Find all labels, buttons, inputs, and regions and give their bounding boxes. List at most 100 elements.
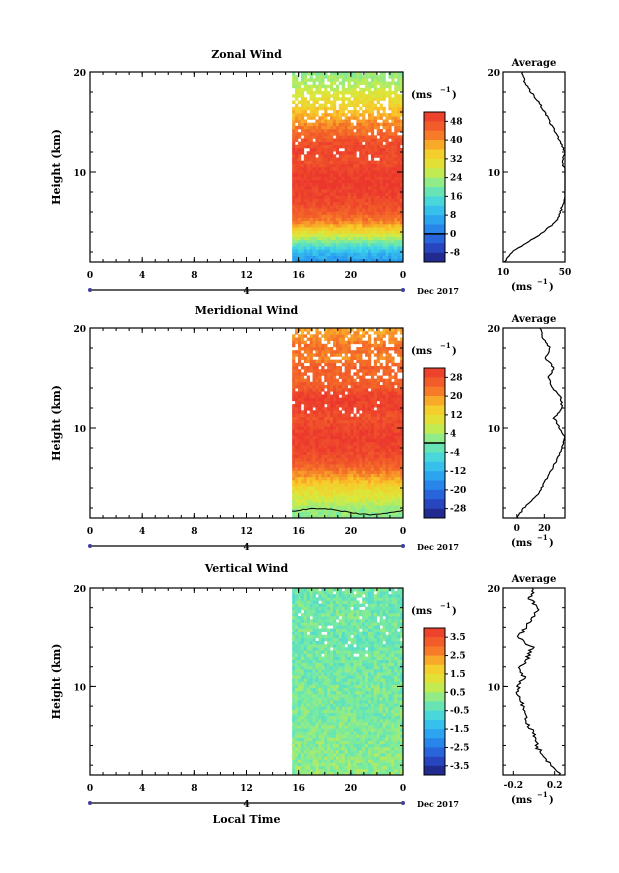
chart-0-cell <box>324 97 328 101</box>
chart-1-cell <box>306 438 310 443</box>
chart-0-cell <box>397 201 401 206</box>
chart-1-cell <box>376 486 380 490</box>
chart-0-cell <box>300 230 305 234</box>
chart-1-cell <box>350 442 354 446</box>
chart-1-cell <box>341 372 345 376</box>
chart-1-cell <box>379 378 383 383</box>
chart-0-cell <box>332 78 337 82</box>
chart-1-cell <box>321 467 325 471</box>
chart-1-cell <box>295 394 299 398</box>
chart-0-cell <box>382 81 386 85</box>
chart-2-cell <box>332 740 337 745</box>
chart-1-cell <box>400 480 404 484</box>
chart-0-cell <box>300 239 305 244</box>
chart-0-cell <box>350 224 354 228</box>
chart-1-cell <box>335 366 340 370</box>
chart-0-cell <box>362 230 366 234</box>
chart-1-cell <box>327 464 331 468</box>
chart-1-cell <box>315 343 319 348</box>
chart-0-cell <box>344 186 348 190</box>
chart-2-cell <box>400 746 404 751</box>
chart-0-cell <box>388 214 392 218</box>
chart-1-cell <box>362 511 366 516</box>
chart-0-cell <box>330 163 334 168</box>
chart-2-cell <box>391 762 395 766</box>
chart-0-cell <box>321 186 325 190</box>
chart-0-colorbar-swatch <box>424 252 445 263</box>
chart-1-cell <box>338 454 343 459</box>
chart-0-cell <box>379 176 383 180</box>
chart-1-cell <box>365 423 369 427</box>
chart-1-cell <box>376 473 380 478</box>
chart-1-cell <box>382 502 386 506</box>
chart-1-cell <box>362 470 366 474</box>
chart-1-cell <box>382 397 386 402</box>
chart-1-cell <box>350 381 354 386</box>
chart-1-cell <box>370 391 375 395</box>
chart-0-cell <box>382 233 386 237</box>
chart-0-cell <box>338 243 343 247</box>
chart-1-cell <box>370 499 375 503</box>
chart-0-cell <box>341 75 345 79</box>
chart-1-cell <box>359 362 363 367</box>
chart-1-cell <box>344 331 348 335</box>
chart-0-cell <box>338 122 343 127</box>
chart-1-cell <box>295 372 299 376</box>
chart-1-cell <box>388 407 392 411</box>
chart-0-cell <box>385 186 389 190</box>
chart-0-cell <box>292 236 296 241</box>
chart-0-cell <box>295 94 299 98</box>
chart-0-cell <box>330 157 334 161</box>
chart-1-cell <box>295 454 299 459</box>
chart-0-cell <box>309 125 313 130</box>
chart-0-cell <box>335 192 340 196</box>
chart-1-cell <box>292 416 296 421</box>
chart-1-cell <box>292 353 296 357</box>
chart-0-cell <box>344 103 348 108</box>
chart-2-cell <box>344 746 348 751</box>
chart-2-cell <box>315 746 319 751</box>
chart-0-cell <box>353 182 357 187</box>
chart-2-cell <box>303 750 308 754</box>
chart-1-cell <box>394 508 398 512</box>
chart-0-cell <box>370 129 375 133</box>
chart-0-cell <box>303 186 308 190</box>
chart-1-cell <box>370 467 375 471</box>
chart-1-cell <box>370 410 375 414</box>
chart-1-cell <box>295 502 299 506</box>
chart-1-cell <box>347 489 351 493</box>
chart-1-cell <box>341 483 345 487</box>
chart-0-cell <box>315 255 319 260</box>
chart-1-cell <box>385 502 389 506</box>
chart-1-cell <box>312 451 316 455</box>
chart-0-cell <box>370 103 375 108</box>
chart-1-cell <box>332 397 337 402</box>
chart-0-cell <box>332 236 337 241</box>
chart-0-cell <box>373 141 378 146</box>
chart-1-cell <box>335 400 340 405</box>
chart-0-cell <box>353 179 357 184</box>
chart-1-cell <box>385 495 389 500</box>
chart-1-cell <box>350 388 354 392</box>
chart-1-cell <box>394 397 398 402</box>
chart-1-cell <box>385 480 389 484</box>
chart-1-cell <box>321 381 325 386</box>
chart-1-cell <box>394 416 398 421</box>
chart-2-cell <box>388 743 392 748</box>
chart-0-cell <box>370 176 375 180</box>
chart-0-cell <box>309 233 313 237</box>
chart-1-cell <box>315 454 319 459</box>
chart-1-cell <box>338 328 343 332</box>
chart-0-cell <box>365 75 369 79</box>
chart-1-cell <box>365 426 369 430</box>
chart-0-cell <box>327 160 331 165</box>
chart-0-cell <box>292 246 296 250</box>
chart-1-xtick-label: 0 <box>87 527 93 537</box>
chart-1-cell <box>376 495 380 500</box>
chart-1-cell <box>295 480 299 484</box>
chart-0-cell <box>309 239 313 244</box>
chart-1-cell <box>324 514 328 519</box>
chart-0-cell <box>379 129 383 133</box>
chart-1-cell <box>303 486 308 490</box>
chart-1-cell <box>359 438 363 443</box>
